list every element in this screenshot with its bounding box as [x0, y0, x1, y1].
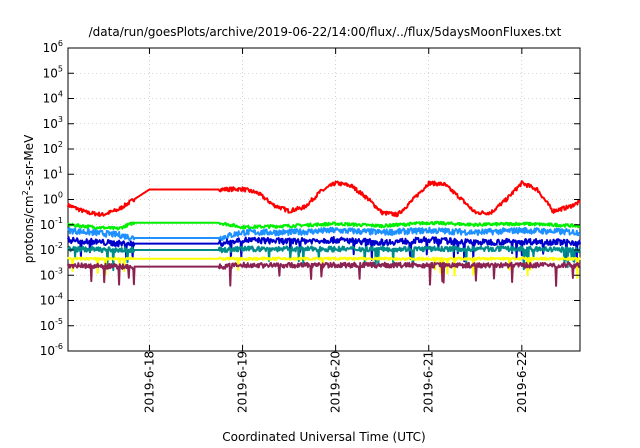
y-tick-label: 100 [43, 191, 63, 207]
y-tick-exponent: 5 [58, 64, 63, 73]
y-tick-base: 10 [43, 167, 58, 181]
y-tick-label: 103 [43, 115, 63, 131]
y-tick-label: 10-3 [40, 266, 63, 282]
y-tick-exponent: -5 [55, 317, 63, 326]
y-tick-label: 10-4 [40, 292, 63, 308]
series-line [67, 180, 581, 218]
x-axis-label: Coordinated Universal Time (UTC) [222, 430, 425, 444]
y-tick-label: 102 [43, 140, 63, 156]
y-axis-label-rest: -s-sr-MeV [22, 134, 36, 190]
y-axis-label: protons/cm2-s-sr-MeV [21, 134, 36, 263]
chart-title: /data/run/goesPlots/archive/2019-06-22/1… [89, 25, 562, 39]
y-tick-base: 10 [43, 142, 58, 156]
series-line [67, 245, 581, 272]
series-line [67, 226, 581, 241]
y-tick-base: 10 [40, 319, 55, 333]
y-tick-label: 101 [43, 165, 63, 181]
y-tick-label: 105 [43, 64, 63, 80]
y-tick-exponent: -1 [55, 216, 63, 225]
y-tick-exponent: 0 [58, 191, 63, 200]
y-tick-base: 10 [43, 41, 58, 55]
x-tick-label: 2019-6-21 [422, 351, 436, 413]
x-tick-label: 2019-6-19 [236, 351, 250, 413]
y-tick-label: 104 [43, 90, 63, 106]
y-axis-label-main: protons/cm [22, 195, 36, 263]
series-line [67, 261, 581, 287]
x-tick-label: 2019-6-20 [329, 351, 343, 413]
y-axis-label-sup: 2 [21, 190, 30, 195]
y-tick-base: 10 [40, 268, 55, 282]
y-tick-exponent: 4 [58, 90, 63, 99]
y-tick-label: 106 [43, 39, 63, 55]
grid-lines [68, 48, 580, 351]
x-tick-label: 2019-6-18 [142, 351, 156, 413]
y-tick-label: 10-1 [40, 216, 63, 232]
y-tick-base: 10 [40, 344, 55, 358]
x-axis-ticks: 2019-6-18 2019-6-19 2019-6-20 2019-6-21 2019… [142, 48, 529, 413]
x-tick-label: 2019-6-22 [515, 351, 529, 413]
series-line [67, 256, 581, 279]
y-tick-exponent: -4 [55, 292, 63, 301]
y-tick-label: 10-6 [40, 342, 63, 358]
y-tick-exponent: 3 [58, 115, 63, 124]
series-layer [67, 180, 581, 287]
series-line [67, 220, 581, 231]
y-tick-exponent: 6 [58, 39, 63, 48]
y-tick-exponent: 1 [58, 165, 63, 174]
series-line [67, 236, 581, 263]
y-tick-exponent: -3 [55, 266, 63, 275]
y-tick-base: 10 [43, 66, 58, 80]
y-tick-exponent: -6 [55, 342, 63, 351]
y-axis-ticks: 10-610-510-410-310-210-11001011021031041… [40, 39, 580, 358]
y-tick-base: 10 [43, 117, 58, 131]
y-tick-base: 10 [43, 92, 58, 106]
y-tick-label: 10-5 [40, 317, 63, 333]
y-tick-exponent: -2 [55, 241, 63, 250]
y-tick-label: 10-2 [40, 241, 63, 257]
y-tick-base: 10 [40, 294, 55, 308]
y-tick-exponent: 2 [58, 140, 63, 149]
y-tick-base: 10 [43, 193, 58, 207]
y-tick-base: 10 [40, 243, 55, 257]
y-tick-base: 10 [40, 218, 55, 232]
